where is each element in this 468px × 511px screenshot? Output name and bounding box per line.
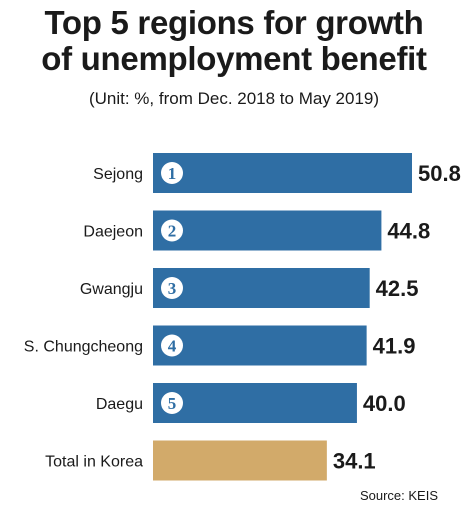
value-label: 34.1 <box>333 449 376 474</box>
rank-circle <box>161 334 183 357</box>
category-label: Sejong <box>93 166 143 183</box>
rank-circle <box>161 392 183 414</box>
bar <box>153 153 412 193</box>
rank-number: 3 <box>168 279 177 298</box>
value-label: 41.9 <box>373 334 416 359</box>
category-label: Daejeon <box>83 224 143 241</box>
rank-circle <box>161 162 183 184</box>
bar <box>153 383 357 423</box>
category-label: S. Chungcheong <box>24 339 143 356</box>
rank-number: 4 <box>168 337 177 356</box>
rank-circle <box>161 219 183 242</box>
value-label: 44.8 <box>387 219 430 244</box>
rank-number: 1 <box>168 164 177 183</box>
bar <box>153 210 382 251</box>
rank-number: 2 <box>168 222 177 241</box>
category-label: Daegu <box>96 396 143 413</box>
value-label: 50.8 <box>418 161 461 186</box>
category-label: Gwangju <box>80 281 143 298</box>
value-label: 40.0 <box>363 391 406 416</box>
rank-number: 5 <box>168 394 177 413</box>
source-note: Source: KEIS <box>359 488 438 503</box>
bar <box>153 325 367 366</box>
chart-subtitle: (Unit: %, from Dec. 2018 to May 2019) <box>88 89 380 108</box>
rank-circle <box>161 277 183 299</box>
chart-title-line-1: Top 5 regions for growth <box>44 4 424 41</box>
value-label: 42.5 <box>376 276 419 301</box>
bar <box>153 440 327 481</box>
category-label: Total in Korea <box>45 454 143 471</box>
chart-title-line-2: of unemployment benefit <box>41 40 427 77</box>
bar <box>153 268 370 308</box>
